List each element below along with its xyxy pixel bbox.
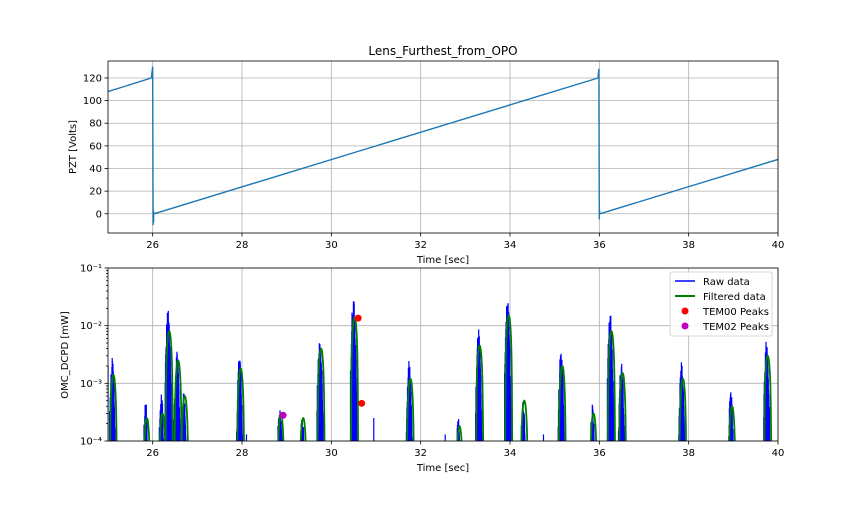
dcpd-xtick-label: 34 [504, 448, 517, 459]
legend-tem02-swatch [681, 322, 689, 330]
pzt-xtick-label: 38 [682, 240, 695, 251]
legend: Raw data Filtered data TEM00 Peaks TEM02… [669, 271, 773, 337]
dcpd-ylabel: OMC_DCPD [mW] [60, 311, 71, 399]
filtered-hump [164, 330, 174, 441]
filtered-hump [350, 315, 359, 441]
filtered-hump [109, 373, 118, 441]
filtered-hump [143, 417, 151, 441]
filtered-hump [763, 354, 773, 441]
dcpd-xtick-label: 28 [236, 448, 249, 459]
dcpd-xtick-label: 32 [414, 448, 427, 459]
dcpd-frame [107, 267, 779, 442]
tem00-peak [358, 399, 366, 407]
tem00-peak [354, 314, 362, 322]
filtered-hump [606, 330, 616, 441]
pzt-xtick-label: 40 [772, 240, 785, 251]
filtered-hump [316, 347, 326, 441]
pzt-ylabel: PZT [Volts] [68, 120, 79, 174]
pzt-ytick-label: 100 [83, 96, 102, 107]
filtered-hump [728, 405, 736, 441]
filtered-hump [590, 412, 597, 441]
raw-burst [520, 402, 526, 441]
dcpd-ytick-label: 10⁻¹ [80, 264, 102, 275]
legend-raw-label: Raw data [703, 277, 750, 288]
filtered-hump [173, 359, 183, 441]
dcpd-panel: 26 28 30 32 34 36 38 40 10⁻⁴ 10⁻³ 10⁻² 10⁻¹ Time [s… [60, 264, 784, 475]
filtered-hump [520, 399, 529, 441]
pzt-xtick-label: 28 [236, 240, 249, 251]
filtered-hump [180, 394, 189, 441]
filtered-hump [236, 367, 245, 441]
filtered-hump [406, 377, 415, 441]
pzt-xtick-label: 26 [146, 240, 159, 251]
pzt-ytick-label: 0 [96, 209, 102, 220]
filtered-hump [475, 344, 485, 441]
dcpd-series [108, 301, 773, 441]
pzt-ytick-label: 120 [83, 73, 102, 84]
raw-burst [300, 419, 305, 441]
legend-tem00-label: TEM00 Peaks [702, 307, 769, 318]
pzt-series [107, 66, 779, 226]
dcpd-ytick-label: 10⁻³ [80, 379, 102, 390]
legend-tem02-label: TEM02 Peaks [702, 322, 769, 333]
legend-tem00-swatch [681, 307, 689, 315]
pzt-frame [107, 60, 779, 234]
pzt-grid [108, 61, 779, 233]
filtered-hump [504, 314, 514, 441]
pzt-xtick-label: 36 [593, 240, 606, 251]
dcpd-xtick-label: 40 [772, 448, 785, 459]
filtered-hump [299, 417, 307, 441]
legend-filtered-label: Filtered data [703, 292, 766, 303]
pzt-xtick-label: 30 [325, 240, 338, 251]
pzt-panel: Lens_Furthest_from_OPO 26 28 30 32 34 36 38 40 0… [68, 44, 784, 266]
dcpd-ytick-label: 10⁻² [80, 321, 102, 332]
filtered-hump [456, 425, 463, 441]
pzt-ytick-label: 60 [89, 141, 102, 152]
dcpd-xlabel: Time [sec] [416, 463, 469, 474]
pzt-ticks: 26 28 30 32 34 36 38 40 0 20 40 60 80 100 120 [83, 73, 784, 251]
chart-title: Lens_Furthest_from_OPO [368, 44, 517, 58]
raw-burst [590, 404, 595, 441]
dcpd-xtick-label: 26 [146, 448, 159, 459]
pzt-xtick-label: 34 [504, 240, 517, 251]
dcpd-ticks: 26 28 30 32 34 36 38 40 10⁻⁴ 10⁻³ 10⁻² 10⁻¹ [80, 264, 784, 460]
pzt-ytick-label: 80 [89, 119, 102, 130]
filtered-hump [557, 364, 567, 441]
pzt-ytick-label: 20 [89, 187, 102, 198]
filtered-hump [618, 372, 627, 441]
dcpd-xtick-label: 38 [682, 448, 695, 459]
dcpd-ytick-label: 10⁻⁴ [80, 437, 102, 448]
raw-burst [277, 410, 283, 441]
pzt-line [107, 66, 779, 226]
pzt-xtick-label: 32 [414, 240, 427, 251]
dcpd-xtick-label: 36 [593, 448, 606, 459]
tem02-peak [279, 411, 287, 419]
dcpd-xtick-label: 30 [325, 448, 338, 459]
filtered-hump [678, 377, 687, 441]
pzt-ytick-label: 40 [89, 164, 102, 175]
pzt-xlabel: Time [sec] [416, 255, 469, 266]
raw-burst [728, 392, 734, 441]
legend-box [669, 271, 773, 337]
